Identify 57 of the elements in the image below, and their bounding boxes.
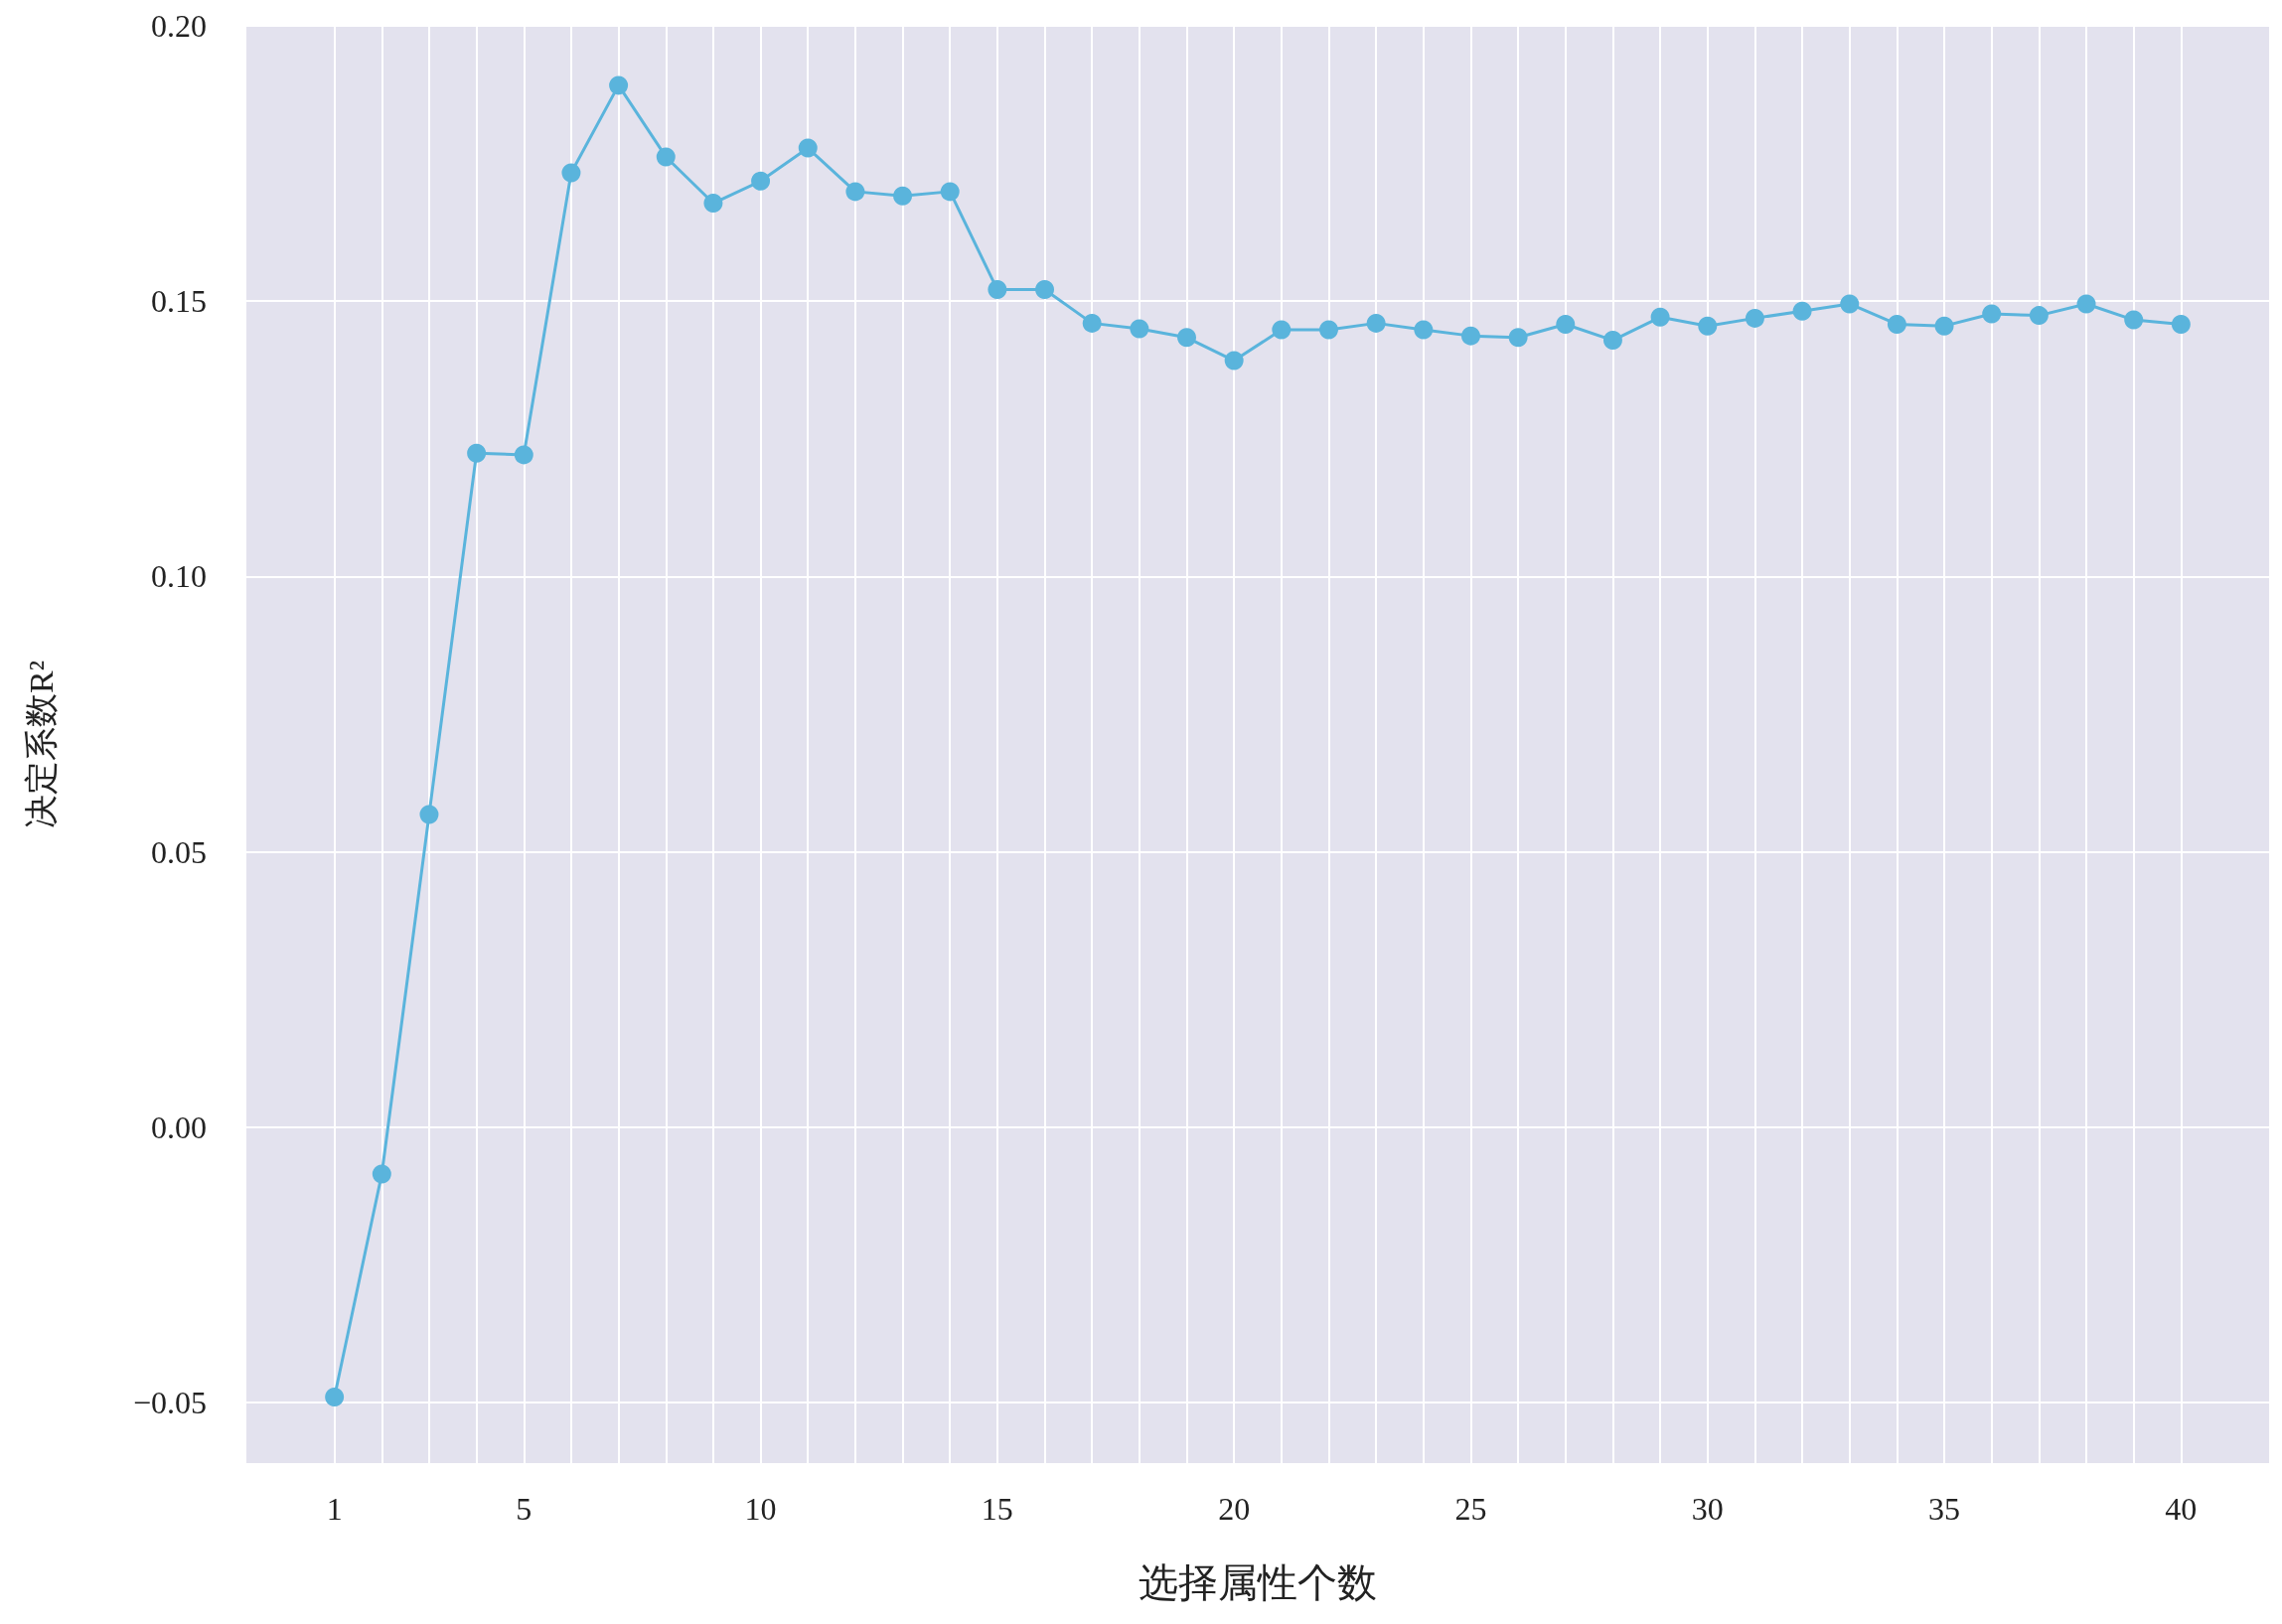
point <box>1130 319 1149 339</box>
point <box>1698 316 1718 336</box>
point <box>656 147 676 167</box>
point <box>893 186 913 206</box>
point <box>751 171 771 191</box>
x-tick-label: 40 <box>2165 1491 2198 1527</box>
point <box>467 443 487 463</box>
y-tick-label: 0.15 <box>151 283 207 320</box>
point <box>1508 328 1528 348</box>
point <box>1556 314 1576 334</box>
point <box>419 805 439 824</box>
y-tick-label: −0.05 <box>132 1385 207 1421</box>
point <box>1934 316 1954 336</box>
x-tick-label: 30 <box>1691 1491 1724 1527</box>
point <box>1887 314 1906 334</box>
point <box>2076 294 2096 314</box>
point <box>1650 307 1670 327</box>
point <box>1840 294 1860 314</box>
point <box>1745 308 1764 328</box>
point <box>609 75 629 95</box>
y-tick-label: 0.10 <box>151 558 207 595</box>
point <box>372 1164 391 1184</box>
point <box>1414 320 1434 340</box>
point <box>798 138 818 158</box>
x-axis-title: 选择属性个数 <box>1139 1559 1377 1605</box>
point <box>2124 310 2144 330</box>
x-tick-label: 10 <box>744 1491 777 1527</box>
point <box>940 182 960 202</box>
y-tick-label: 0.20 <box>151 8 207 44</box>
x-tick-label: 15 <box>981 1491 1013 1527</box>
point <box>1224 351 1244 370</box>
point <box>1035 280 1055 300</box>
point <box>1602 331 1622 351</box>
y-tick-label: 0.05 <box>151 833 207 870</box>
point <box>1082 313 1102 333</box>
point <box>1460 326 1480 346</box>
point <box>1272 320 1292 340</box>
y-axis-title: 决定系数R² <box>22 661 60 828</box>
point <box>514 445 533 465</box>
point <box>845 182 865 202</box>
point <box>988 280 1007 300</box>
y-tick-label: 0.00 <box>151 1108 207 1145</box>
x-tick-label: 1 <box>326 1491 343 1527</box>
point <box>2171 314 2191 334</box>
point <box>561 163 581 183</box>
point <box>1366 313 1386 333</box>
point <box>1982 304 2002 324</box>
point <box>1177 328 1197 348</box>
point <box>2029 306 2049 326</box>
x-tick-label: 35 <box>1928 1491 1961 1527</box>
point <box>703 194 723 214</box>
x-tick-label: 5 <box>516 1491 532 1527</box>
point <box>325 1387 345 1406</box>
x-tick-label: 25 <box>1454 1491 1487 1527</box>
x-tick-label: 20 <box>1218 1491 1251 1527</box>
point <box>1319 320 1338 340</box>
point <box>1792 301 1812 321</box>
